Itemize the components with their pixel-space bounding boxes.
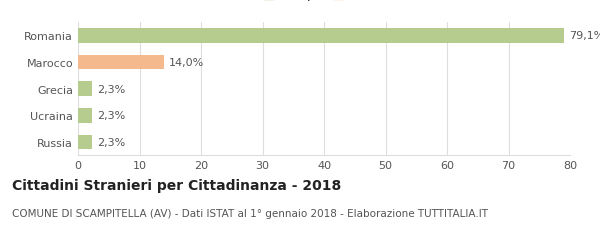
Text: Cittadini Stranieri per Cittadinanza - 2018: Cittadini Stranieri per Cittadinanza - 2… <box>12 179 341 193</box>
Text: 14,0%: 14,0% <box>169 58 204 68</box>
Bar <box>78 109 92 123</box>
Text: 79,1%: 79,1% <box>569 31 600 41</box>
Text: 2,3%: 2,3% <box>97 137 125 147</box>
Legend: Europa, Africa: Europa, Africa <box>259 0 389 5</box>
Bar <box>78 55 164 70</box>
Bar <box>78 135 92 150</box>
Bar <box>78 29 565 44</box>
Text: COMUNE DI SCAMPITELLA (AV) - Dati ISTAT al 1° gennaio 2018 - Elaborazione TUTTIT: COMUNE DI SCAMPITELLA (AV) - Dati ISTAT … <box>12 208 488 218</box>
Text: 2,3%: 2,3% <box>97 111 125 121</box>
Bar <box>78 82 92 97</box>
Text: 2,3%: 2,3% <box>97 84 125 94</box>
